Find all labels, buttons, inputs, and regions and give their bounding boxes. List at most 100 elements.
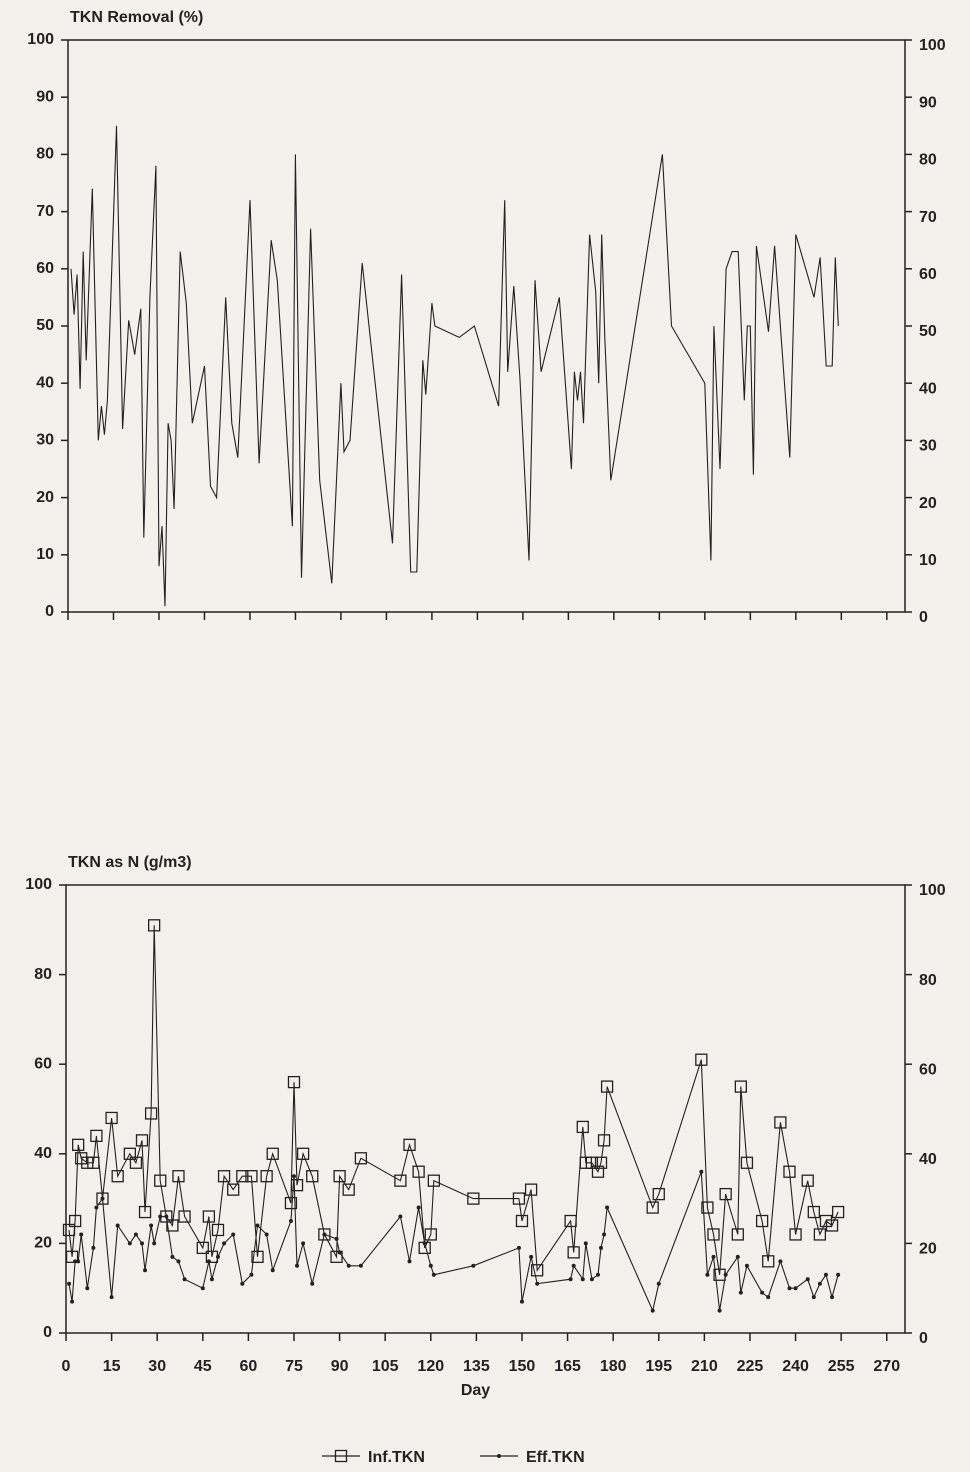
x-tick-label: 135 [463,1358,490,1375]
marker-dot [295,1263,300,1268]
marker-dot [398,1214,403,1219]
legend-label: Inf.TKN [368,1449,425,1466]
marker-square [646,1201,659,1214]
x-tick-label: 180 [600,1358,627,1375]
series-line [68,925,839,1275]
marker-dot [778,1259,783,1264]
marker-square [144,1107,158,1120]
marker-dot [738,1290,743,1295]
x-tick-label: 15 [103,1358,121,1375]
marker-dot [182,1277,187,1282]
marker-square [412,1165,425,1178]
marker-square [287,1075,301,1089]
marker-dot [735,1254,740,1259]
x-tick-label: 150 [509,1358,536,1375]
marker-square [196,1241,209,1255]
x-tick-label: 105 [372,1358,399,1375]
marker-square [251,1250,264,1263]
marker-square [567,1246,580,1259]
marker-dot [143,1268,148,1273]
y-tick-label: 100 [27,31,54,48]
marker-dot [222,1241,227,1246]
marker-square [172,1170,185,1183]
marker-dot [158,1214,163,1219]
marker-dot [760,1290,765,1295]
marker-square [695,1053,708,1066]
marker-square [65,1250,79,1263]
y2-tick-label: 50 [919,323,937,340]
marker-square [707,1228,720,1241]
marker-square [652,1187,665,1201]
marker-square [227,1183,240,1196]
y-tick-label: 50 [36,317,54,334]
marker-square [789,1228,802,1241]
x-tick-label: 75 [285,1358,303,1375]
y-tick-label: 100 [25,876,52,893]
x-axis-label: Day [461,1382,490,1399]
marker-dot [766,1295,771,1300]
marker-square [111,1170,124,1183]
x-tick-label: 45 [194,1358,212,1375]
marker-square [148,919,161,932]
marker-square [90,1129,103,1143]
marker-square [512,1192,526,1205]
marker-square [354,1152,368,1165]
x-tick-label: 0 [62,1358,71,1375]
marker-square [342,1183,355,1196]
legend-marker [497,1454,501,1458]
marker-square [138,1205,152,1219]
marker-dot [823,1272,828,1277]
x-tick-label: 240 [782,1358,809,1375]
marker-dot [422,1241,427,1246]
marker-dot [334,1236,339,1241]
marker-square [701,1201,714,1214]
marker-square [178,1210,191,1223]
marker-square [87,1156,100,1169]
marker-square [245,1170,258,1183]
y-tick-label: 10 [36,546,54,563]
marker-square [296,1147,310,1160]
marker-dot [149,1223,154,1228]
marker-dot [471,1263,476,1268]
marker-square [306,1170,319,1183]
marker-dot [805,1277,810,1282]
marker-square [424,1228,437,1241]
chart-title: TKN as N (g/m3) [68,854,192,871]
marker-dot [322,1232,327,1237]
marker-square [105,1111,118,1125]
marker-square [755,1214,769,1228]
marker-dot [115,1223,120,1228]
marker-square [594,1156,608,1169]
marker-dot [249,1272,254,1277]
marker-square [217,1170,231,1183]
marker-dot [656,1281,661,1286]
marker-square [524,1183,538,1196]
y2-tick-label: 70 [919,209,937,226]
marker-square [762,1255,775,1268]
series-line [68,1171,839,1313]
y-tick-label: 70 [36,203,54,220]
x-tick-label: 195 [645,1358,672,1375]
marker-square [467,1192,480,1205]
y-tick-label: 60 [36,260,54,277]
y2-tick-label: 20 [919,1241,937,1258]
x-tick-label: 90 [331,1358,349,1375]
x-tick-label: 120 [417,1358,444,1375]
marker-square [284,1196,298,1210]
marker-dot [529,1254,534,1259]
x-tick-label: 210 [691,1358,718,1375]
marker-square [260,1170,273,1183]
marker-square [734,1080,747,1093]
marker-square [597,1134,611,1147]
marker-dot [571,1263,576,1268]
marker-square [403,1138,416,1151]
marker-dot [519,1299,524,1304]
marker-dot [255,1223,260,1228]
marker-dot [605,1205,610,1210]
marker-dot [744,1263,749,1268]
marker-square [825,1219,839,1232]
marker-dot [599,1245,604,1250]
marker-square [774,1116,787,1129]
marker-dot [94,1205,99,1210]
marker-dot [164,1214,169,1219]
